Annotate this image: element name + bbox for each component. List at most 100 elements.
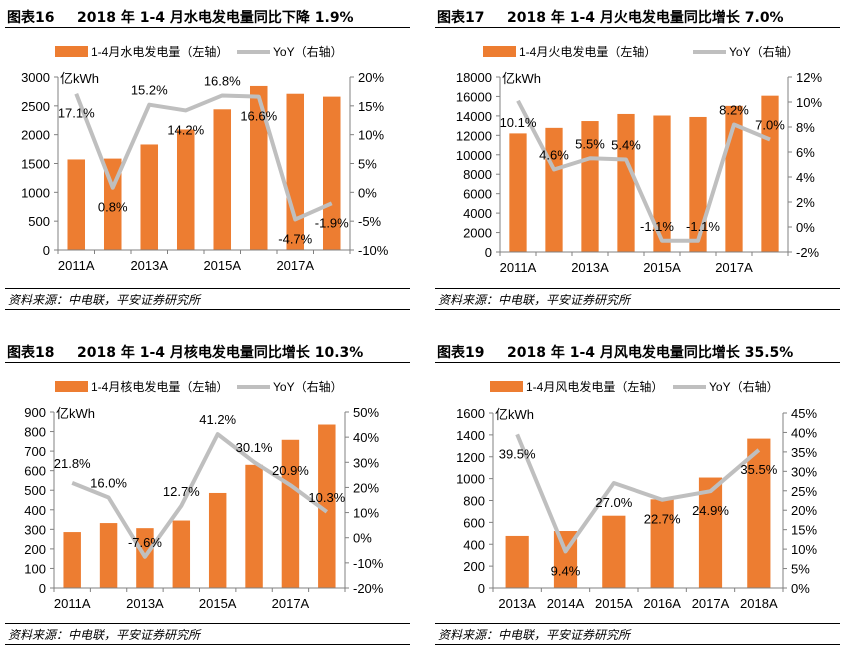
left-tick-label: 600 — [24, 464, 46, 479]
left-tick-label: 6000 — [463, 187, 492, 202]
yoy-data-label: 0.8% — [98, 200, 128, 215]
bar-2011A — [67, 159, 86, 250]
chart-panel-图表19: 图表19 2018 年 1-4 月风电发电量同比增长 35.5% 资料来源：中电联，… — [430, 335, 850, 651]
yoy-data-label: 10.1% — [500, 115, 537, 130]
left-tick-label: 1400 — [456, 428, 485, 443]
left-tick-label: 8000 — [463, 167, 492, 182]
yoy-data-label: -1.1% — [686, 219, 720, 234]
right-tick-label: 6% — [796, 145, 815, 160]
right-tick-label: 25% — [791, 484, 817, 499]
source-note: 资料来源：中电联，平安证券研究所 — [8, 293, 201, 307]
right-tick-label: 0% — [358, 185, 377, 200]
left-tick-label: 900 — [24, 405, 46, 420]
x-tick-label: 2017A — [715, 260, 753, 275]
legend-line-label: YoY（右轴） — [729, 44, 799, 59]
right-tick-label: 8% — [796, 120, 815, 135]
right-tick-label: 0% — [796, 220, 815, 235]
right-tick-label: -10% — [358, 243, 389, 258]
left-tick-label: 14000 — [456, 109, 492, 124]
divider — [435, 309, 840, 310]
right-tick-label: 10% — [353, 506, 379, 521]
legend-line-label: YoY（右轴） — [273, 44, 343, 59]
legend-bar-label: 1-4月风电发电量（左轴） — [526, 379, 663, 394]
x-tick-label: 2013A — [130, 258, 168, 273]
bar-2011A — [63, 532, 81, 588]
bar-2013A — [505, 535, 529, 588]
left-tick-label: 1500 — [21, 157, 50, 172]
source-note: 资料来源：中电联，平安证券研究所 — [438, 628, 631, 642]
yoy-data-label: 14.2% — [167, 122, 204, 137]
chart-svg: 1-4月风电发电量（左轴） YoY（右轴） 0 200 400 600 800 1000 120… — [456, 379, 817, 611]
yoy-data-label: 16.6% — [240, 109, 277, 124]
yoy-data-label: 35.5% — [740, 462, 777, 477]
yoy-line — [515, 433, 761, 554]
yoy-line — [74, 92, 333, 222]
left-tick-label: 700 — [24, 444, 46, 459]
bar-2017A — [698, 477, 723, 588]
left-tick-label: 1200 — [456, 450, 485, 465]
x-tick-label: 2017A — [276, 258, 314, 273]
bar-2015A — [602, 515, 626, 588]
figure-label: 图表16 — [7, 10, 55, 26]
left-tick-label: 2500 — [21, 99, 50, 114]
unit-label: 亿kWh — [495, 407, 534, 422]
x-tick-label: 2011A — [500, 260, 537, 275]
left-tick-label: 300 — [24, 522, 46, 537]
yoy-data-label: 22.7% — [644, 512, 681, 527]
divider — [5, 644, 410, 645]
source-note: 资料来源：中电联，平安证券研究所 — [8, 628, 201, 642]
bar-2013A — [140, 144, 159, 250]
left-tick-label: 0 — [43, 243, 50, 258]
right-tick-label: 35% — [791, 445, 817, 460]
legend-bar-swatch — [55, 381, 88, 392]
yoy-data-label: -1.9% — [315, 215, 349, 230]
divider — [5, 309, 410, 310]
bar-2012A — [545, 127, 563, 252]
right-tick-label: -20% — [353, 581, 384, 596]
yoy-data-label: 15.2% — [131, 83, 168, 98]
chart-svg: 1-4月核电发电量（左轴） YoY（右轴） 0 100 200 300 400 500 600 7… — [24, 379, 384, 611]
right-tick-label: 20% — [353, 480, 379, 495]
chart-svg: 1-4月火电发电量（左轴） YoY（右轴） 0 2000 4000 6000 8000 100… — [456, 44, 823, 275]
legend-bar-swatch — [490, 381, 523, 392]
yoy-data-label: 5.4% — [611, 138, 641, 153]
legend-bar-label: 1-4月核电发电量（左轴） — [91, 379, 228, 394]
left-tick-label: 2000 — [463, 226, 492, 241]
yoy-data-label: 10.3% — [308, 490, 345, 505]
right-tick-label: 20% — [791, 503, 817, 518]
x-tick-label: 2014A — [547, 596, 585, 611]
yoy-data-label: 20.9% — [272, 463, 309, 478]
left-tick-label: 1000 — [456, 472, 485, 487]
unit-label: 亿kWh — [502, 71, 541, 86]
right-tick-label: 15% — [358, 99, 384, 114]
yoy-line — [71, 432, 328, 559]
divider — [435, 288, 840, 289]
left-tick-label: 400 — [24, 503, 46, 518]
x-tick-label: 2016A — [643, 596, 681, 611]
left-tick-label: 200 — [463, 559, 485, 574]
yoy-line — [516, 99, 771, 243]
yoy-data-label: 24.9% — [692, 503, 729, 518]
right-tick-label: 4% — [796, 170, 815, 185]
left-tick-label: 0 — [485, 245, 492, 260]
divider — [5, 362, 410, 363]
source-note: 资料来源：中电联，平安证券研究所 — [438, 293, 631, 307]
left-tick-label: 1000 — [21, 185, 50, 200]
bar-2017A — [286, 93, 305, 251]
yoy-data-label: 16.0% — [90, 475, 127, 490]
x-tick-label: 2013A — [498, 596, 536, 611]
right-tick-label: -10% — [353, 556, 384, 571]
left-tick-label: 16000 — [456, 89, 492, 104]
x-tick-label: 2015A — [203, 258, 241, 273]
chart-panel-图表16: 图表16 2018 年 1-4 月水电发电量同比下降 1.9% 资料来源：中电联，平… — [0, 0, 420, 316]
bar-2017A — [281, 439, 300, 588]
bar-2015A — [653, 115, 671, 252]
bar-2018A — [322, 96, 341, 251]
figure-label: 图表17 — [437, 10, 485, 26]
yoy-data-label: -4.7% — [278, 231, 312, 246]
left-tick-label: 800 — [24, 425, 46, 440]
x-tick-label: 2013A — [126, 596, 164, 611]
right-tick-label: -2% — [796, 245, 820, 260]
x-tick-label: 2017A — [692, 596, 730, 611]
right-tick-label: 0% — [353, 531, 372, 546]
